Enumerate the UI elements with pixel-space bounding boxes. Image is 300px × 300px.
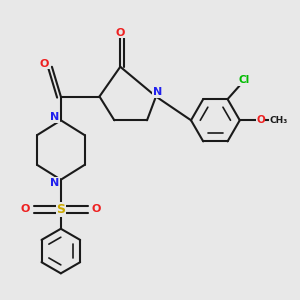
Text: O: O bbox=[40, 59, 49, 69]
Text: N: N bbox=[153, 87, 162, 97]
Text: O: O bbox=[256, 115, 265, 125]
Text: Cl: Cl bbox=[238, 75, 250, 85]
Text: O: O bbox=[20, 204, 30, 214]
Text: CH₃: CH₃ bbox=[270, 116, 288, 125]
Text: O: O bbox=[116, 28, 125, 38]
Text: N: N bbox=[50, 178, 59, 188]
Text: O: O bbox=[92, 204, 101, 214]
Text: N: N bbox=[50, 112, 59, 122]
Text: S: S bbox=[56, 203, 65, 216]
